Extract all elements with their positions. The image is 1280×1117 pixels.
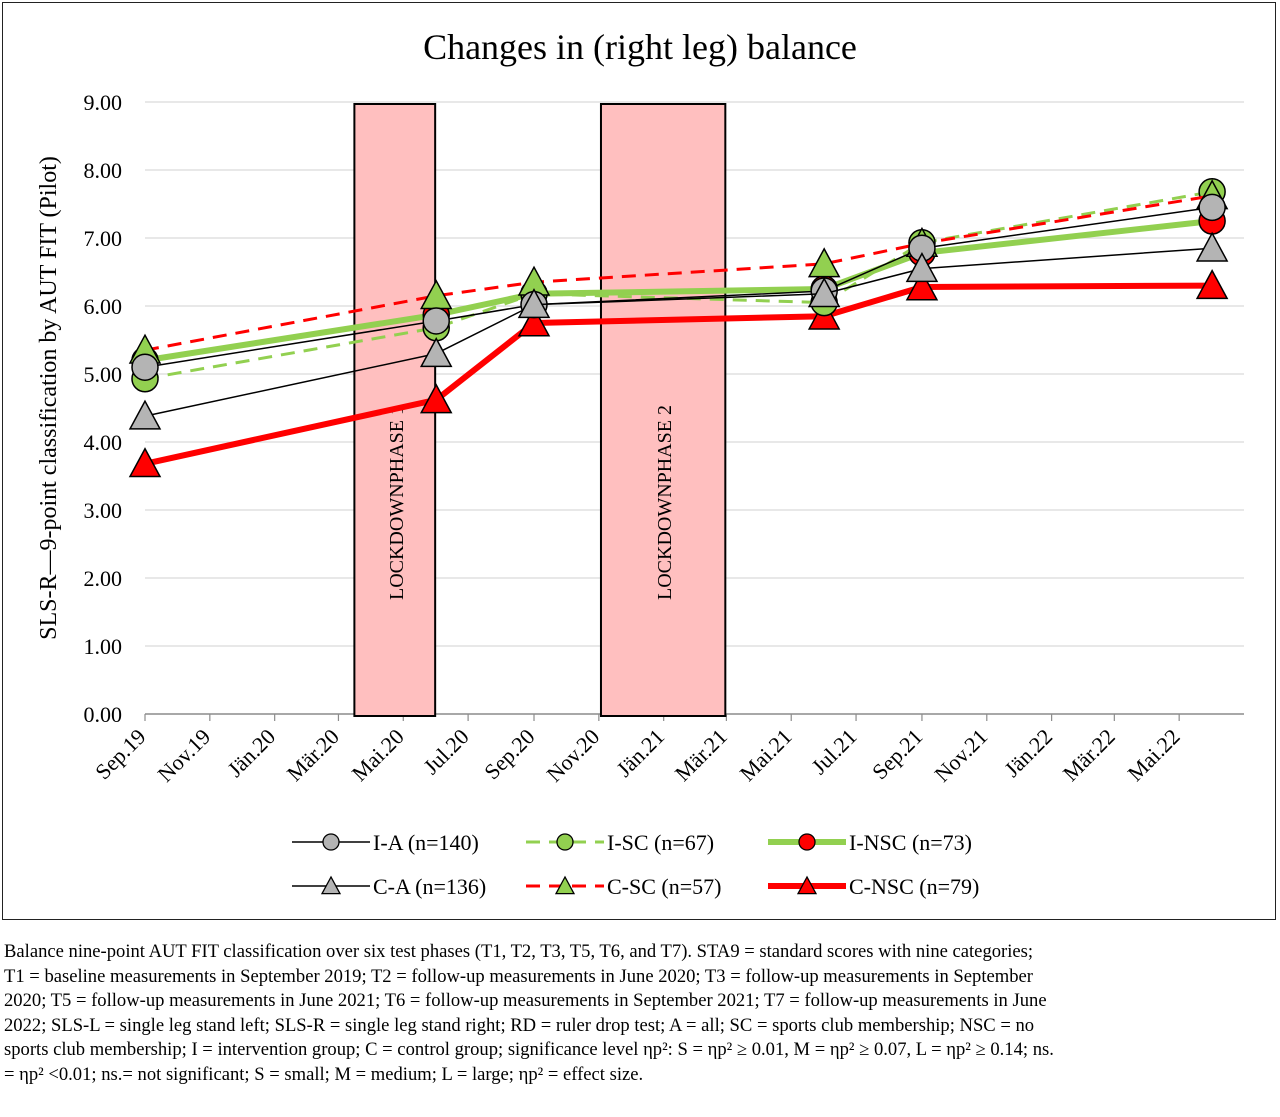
caption-line: 2020; T5 = follow-up measurements in Jun… [4,990,1047,1012]
y-tick-label: 8.00 [84,158,123,183]
legend-marker [796,875,818,895]
series-line [144,282,1213,467]
caption-line: Balance nine-point AUT FIT classificatio… [4,941,1034,962]
figure-caption: Balance nine-point AUT FIT classificatio… [4,940,1276,1088]
triangle-marker [905,270,939,301]
legend-marker [322,833,340,851]
circle-marker [131,353,159,381]
legend-label: I-A (n=140) [373,830,479,855]
caption-line: sports club membership; I = intervention… [4,1039,1054,1061]
caption-line: = ηp² <0.01; ns.= not significant; S = s… [4,1063,644,1085]
y-tick-label: 3.00 [84,498,123,523]
triangle-marker [905,252,939,283]
triangle-marker [419,337,453,368]
legend-label: I-SC (n=67) [607,830,714,855]
x-tick-label: Mai.21 [735,724,797,786]
series-line [144,194,1213,352]
lockdown-label: LOCKDOWNPHASE 1 [386,405,408,600]
legend-label: I-NSC (n=73) [849,830,972,855]
y-tick-label: 1.00 [84,634,123,659]
chart: Changes in (right leg) balance 0.00 1.00 2.… [36,27,1244,899]
caption-line: T1 = baseline measurements in September … [4,965,1033,987]
triangle-marker [128,399,162,430]
x-tick-label: Nov.19 [152,724,215,787]
legend-marker [556,833,574,851]
y-tick-label: 9.00 [84,90,123,115]
x-tick-label: Sep.19 [90,724,150,784]
series-line [144,247,1213,417]
lockdown-box [599,103,727,717]
legend-marker [320,875,342,895]
triangle-marker [419,383,453,414]
series-line [144,218,1213,364]
legend-item: C-SC (n=57) [526,874,721,899]
x-tick-label: Jän.21 [611,724,669,782]
x-tick-label: Mär.21 [670,724,732,786]
triangle-marker [807,277,841,308]
legend-item: C-A (n=136) [292,874,486,899]
y-tick-label: 0.00 [84,702,123,727]
y-tick-label: 2.00 [84,566,123,591]
legend-item: I-A (n=140) [292,830,479,855]
y-tick-label: 7.00 [84,226,123,251]
x-tick-label: Mai.20 [347,724,409,786]
triangle-marker [128,447,162,478]
legend-item: I-NSC (n=73) [768,830,972,855]
lockdown-phase-1: LOCKDOWNPHASE 1 [353,103,437,717]
legend-item: C-NSC (n=79) [768,874,979,899]
lockdown-label: LOCKDOWNPHASE 2 [654,405,676,600]
caption-line: 2022; SLS-L = single leg stand left; SLS… [4,1014,1035,1036]
x-tick-label: Nov.20 [541,724,604,787]
legend-label: C-NSC (n=79) [849,874,979,899]
legend-marker [798,833,816,851]
x-tick-label: Jän.22 [999,724,1057,782]
x-tick-label: Sep.20 [479,724,539,784]
x-tick-label: Jul.20 [418,724,473,779]
triangle-marker [1195,269,1229,300]
legend-label: C-SC (n=57) [607,874,721,899]
x-tick-label: Mai.22 [1123,724,1185,786]
circle-marker [422,307,450,335]
legend-marker [554,875,576,895]
x-tick-label: Nov.21 [929,724,992,787]
figure-frame [2,2,1276,920]
x-tick-label: Jän.20 [222,724,280,782]
series-3 [128,231,1229,430]
triangle-marker [517,306,551,337]
legend-item: I-SC (n=67) [526,830,714,855]
x-tick-label: Jul.21 [806,724,861,779]
lockdown-phase-2: LOCKDOWNPHASE 2 [599,103,727,717]
y-tick-label: 4.00 [84,430,123,455]
x-tick-label: Mär.22 [1058,724,1120,786]
triangle-marker [807,247,841,278]
triangle-marker [1195,231,1229,262]
triangle-marker [517,288,551,319]
circle-marker [1198,193,1226,222]
y-tick-label: 6.00 [84,294,123,319]
y-axis-label: SLS-R—9-point classification by AUT FIT … [36,156,62,640]
chart-title: Changes in (right leg) balance [423,27,857,67]
x-tick-label: Mär.20 [282,724,344,786]
y-tick-label: 5.00 [84,362,123,387]
series-line [144,206,1213,368]
legend-label: C-A (n=136) [373,874,486,899]
x-tick-label: Sep.21 [867,724,927,784]
